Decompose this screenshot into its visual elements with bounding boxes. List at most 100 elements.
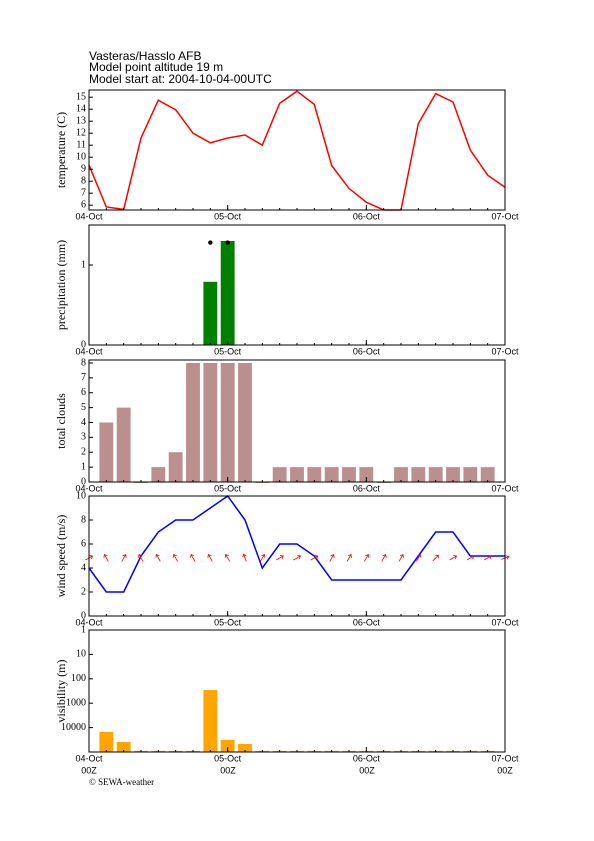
bar: [359, 467, 374, 482]
y-tick-label: 7: [81, 372, 86, 383]
y-tick-label: 8: [81, 357, 86, 368]
y-tick-label: 1: [81, 259, 86, 270]
header-line: Model start at: 2004-10-04-00UTC: [89, 72, 272, 86]
wind-arrow: [293, 555, 302, 561]
y-tick-label: 0: [81, 476, 86, 487]
time-label: 00Z: [359, 765, 375, 775]
wind-arrow: [190, 553, 196, 562]
header-line: Model point altitude 19 m: [89, 60, 223, 74]
bar: [186, 362, 200, 482]
wind-arrow: [172, 553, 179, 562]
marker: [225, 240, 230, 245]
y-axis-label: temperature (C): [54, 112, 68, 188]
bar: [290, 467, 304, 482]
wind-arrow: [363, 553, 370, 562]
wind-arrow: [259, 553, 266, 562]
y-tick-label: 10: [76, 649, 86, 660]
y-tick-label: 10: [76, 490, 86, 501]
bar: [394, 467, 408, 482]
bar: [116, 407, 131, 482]
y-tick-label: 1: [81, 624, 86, 635]
x-tick-label: 04-Oct: [75, 483, 103, 493]
line: [88, 90, 506, 211]
x-tick-label: 05-Oct: [214, 617, 242, 627]
y-axis-label: visibility (m): [54, 659, 68, 722]
wind-arrow: [346, 553, 352, 562]
y-axis-label: precipitation (mm): [54, 240, 68, 330]
x-tick-label: 04-Oct: [75, 346, 103, 356]
y-tick-label: 0: [81, 339, 86, 350]
y-tick-label: 10000: [61, 722, 86, 733]
x-tick-label: 07-Oct: [491, 753, 519, 763]
x-tick-label: 07-Oct: [491, 617, 519, 627]
bar: [342, 467, 356, 482]
time-label: 00Z: [220, 765, 236, 775]
y-tick-label: 6: [81, 538, 86, 549]
bar: [220, 362, 235, 482]
y-tick-label: 2: [81, 447, 86, 458]
wind-arrow: [449, 555, 458, 561]
y-tick-label: 13: [76, 115, 86, 126]
wind-arrow: [138, 553, 144, 562]
y-axis-label: wind speed (m/s): [54, 515, 68, 598]
line: [88, 494, 505, 593]
bar: [411, 467, 426, 482]
wind-arrow: [155, 553, 161, 562]
x-tick-label: 07-Oct: [491, 211, 519, 221]
bar: [238, 362, 252, 482]
wind-arrow: [207, 553, 213, 562]
header-line: Vasteras/Hasslo AFB: [89, 49, 202, 63]
bar: [168, 452, 183, 482]
credit: © SEWA-weather: [89, 777, 154, 787]
x-tick-label: 06-Oct: [353, 617, 381, 627]
y-tick-label: 14: [76, 103, 86, 114]
wind-arrow: [415, 553, 422, 562]
y-tick-label: 4: [81, 417, 86, 428]
x-tick-label: 05-Oct: [214, 753, 242, 763]
wind-arrow: [276, 555, 284, 561]
time-label: 00Z: [81, 765, 97, 775]
bar: [151, 467, 166, 482]
marker: [208, 240, 213, 245]
wind-arrow: [121, 553, 127, 562]
wind-arrow: [103, 553, 109, 562]
y-tick-label: 15: [76, 91, 86, 102]
time-label: 00Z: [497, 765, 513, 775]
bar: [203, 690, 218, 752]
y-tick-label: 4: [81, 562, 86, 573]
y-tick-label: 12: [76, 127, 86, 138]
wind-arrow: [224, 553, 231, 562]
y-tick-label: 9: [81, 163, 86, 174]
bar: [99, 422, 114, 482]
wind-arrow: [398, 553, 404, 562]
wind-arrow: [484, 555, 492, 561]
wind-arrow: [466, 555, 475, 561]
y-tick-label: 100: [71, 673, 86, 684]
bar: [220, 241, 235, 345]
x-tick-label: 07-Oct: [491, 346, 519, 356]
y-tick-label: 1000: [66, 697, 86, 708]
wind-arrow: [329, 553, 335, 562]
y-tick-label: 8: [81, 175, 86, 186]
x-tick-label: 04-Oct: [75, 753, 103, 763]
bar: [272, 467, 287, 482]
bar: [220, 739, 235, 752]
y-tick-label: 2: [81, 586, 86, 597]
bar: [203, 362, 218, 482]
wind-arrow: [242, 553, 247, 562]
y-tick-label: 6: [81, 387, 86, 398]
x-tick-label: 06-Oct: [353, 483, 381, 493]
wind-arrow: [381, 553, 387, 562]
bar: [480, 467, 495, 482]
y-tick-label: 0: [81, 610, 86, 621]
x-tick-label: 05-Oct: [214, 211, 242, 221]
bar: [446, 467, 460, 482]
y-tick-label: 11: [76, 139, 86, 150]
x-tick-label: 07-Oct: [491, 483, 519, 493]
bar: [428, 467, 443, 482]
y-tick-label: 10: [76, 151, 86, 162]
bar: [238, 743, 252, 752]
y-tick-label: 6: [81, 199, 86, 210]
x-tick-label: 05-Oct: [214, 346, 242, 356]
